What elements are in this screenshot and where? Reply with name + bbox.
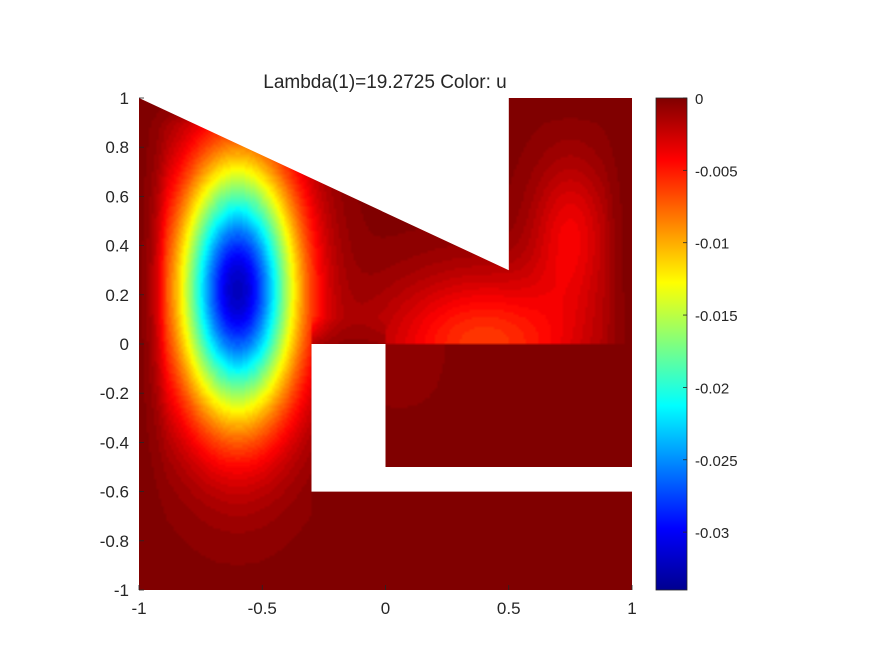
colorbar-frame	[655, 97, 688, 591]
colorbar-ticks: 0 -0.005 -0.01 -0.015 -0.02 -0.025 -0.03	[683, 91, 738, 542]
y-axis: 1 0.8 0.6 0.4 0.2 0 -0.2 -0.4 -0.6 -0.8 -1	[100, 89, 144, 600]
field-surface	[139, 98, 632, 590]
x-tick-label: -0.5	[248, 599, 277, 618]
y-tick-label: -0.8	[100, 532, 129, 551]
y-tick-label: 0.8	[105, 138, 129, 157]
y-tick-label: -1	[114, 581, 129, 600]
colorbar-tick-label: -0.025	[695, 453, 738, 470]
x-axis: -1 -0.5 0 0.5 1	[131, 585, 637, 618]
colorbar-tick-label: -0.01	[695, 236, 729, 253]
x-tick-label: 1	[627, 599, 636, 618]
colorbar-tick-label: -0.005	[695, 163, 738, 180]
y-tick-label: 1	[120, 89, 129, 108]
x-tick-label: -1	[131, 599, 146, 618]
y-tick-label: -0.2	[100, 384, 129, 403]
colorbar-tick-label: -0.02	[695, 380, 729, 397]
colorbar: 0 -0.005 -0.01 -0.015 -0.02 -0.025 -0.03	[655, 91, 738, 591]
y-tick-label: 0.4	[105, 237, 129, 256]
x-tick-label: 0	[381, 599, 390, 618]
colorbar-tick-label: 0	[695, 91, 703, 108]
y-tick-label: -0.4	[100, 433, 129, 452]
field-image	[139, 98, 632, 590]
colorbar-tick-label: -0.03	[695, 525, 729, 542]
colorbar-gradient	[656, 98, 687, 590]
y-tick-label: 0	[120, 335, 129, 354]
y-tick-label: 0.2	[105, 286, 129, 305]
x-tick-label: 0.5	[497, 599, 521, 618]
y-tick-label: -0.6	[100, 483, 129, 502]
chart-title: Lambda(1)=19.2725 Color: u	[263, 72, 506, 93]
colorbar-tick-label: -0.015	[695, 308, 738, 325]
y-tick-label: 0.6	[105, 187, 129, 206]
